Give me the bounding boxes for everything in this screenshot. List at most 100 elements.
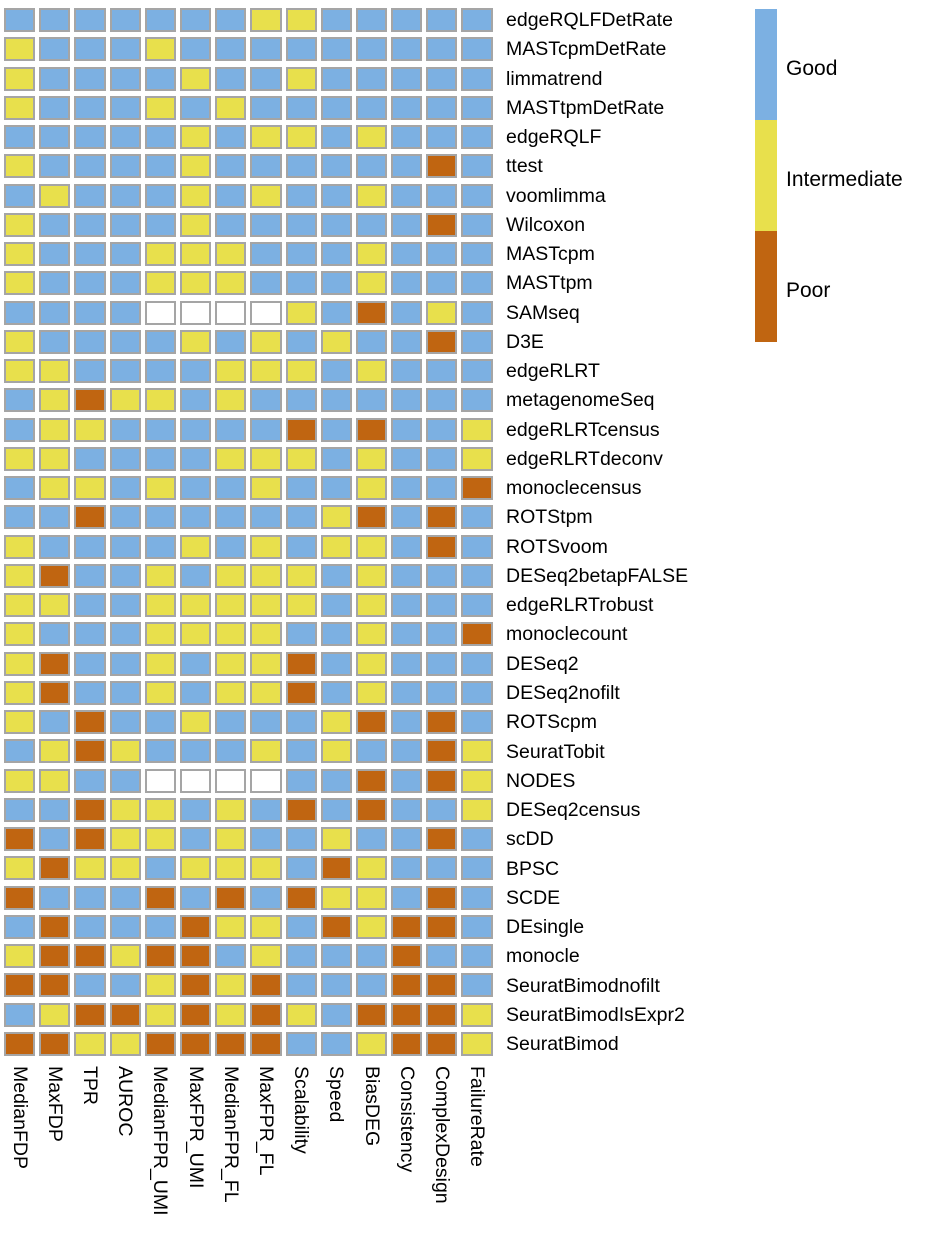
heatmap-cell (109, 651, 141, 676)
heatmap-cell (179, 593, 212, 617)
heatmap-cell (4, 95, 36, 120)
heatmap-cell (250, 768, 282, 793)
heatmap-cell (426, 37, 458, 62)
column-label: Speed (325, 1066, 348, 1123)
heatmap-cell (391, 827, 423, 851)
row-label: monoclecount (506, 623, 628, 646)
heatmap-cell (391, 8, 423, 32)
heatmap-cell (109, 563, 141, 588)
heatmap-cell (144, 388, 176, 413)
heatmap-cell (285, 329, 317, 354)
row-label: SeuratBimodIsExpr2 (506, 1003, 685, 1026)
heatmap-cell (109, 66, 141, 91)
heatmap-cell (179, 739, 212, 764)
heatmap-cell (461, 417, 493, 442)
heatmap-cell (179, 125, 212, 149)
heatmap-cell (4, 388, 36, 413)
heatmap-cell (179, 534, 212, 559)
heatmap-cell (285, 622, 317, 647)
heatmap-cell (215, 856, 247, 881)
heatmap-cell (426, 534, 458, 559)
heatmap-cell (109, 125, 141, 149)
heatmap-cell (391, 183, 423, 208)
heatmap-cell (355, 125, 388, 149)
heatmap-cell (285, 1031, 317, 1056)
row-label: DESeq2 (506, 652, 579, 675)
heatmap-cell (215, 563, 247, 588)
heatmap-cell (144, 505, 176, 530)
heatmap-cell (461, 944, 493, 968)
heatmap-cell (250, 125, 282, 149)
heatmap-cell (39, 914, 71, 939)
heatmap-cell (426, 242, 458, 266)
heatmap-cell (215, 300, 247, 325)
row-label: SAMseq (506, 301, 580, 324)
heatmap-cell (39, 8, 71, 32)
heatmap-cell (285, 183, 317, 208)
heatmap-cell (355, 8, 388, 32)
heatmap-cell (461, 66, 493, 91)
heatmap-cell (285, 710, 317, 734)
heatmap-cell (215, 680, 247, 705)
heatmap-cell (4, 885, 36, 910)
heatmap-cell (320, 534, 352, 559)
row-label: NODES (506, 769, 576, 792)
heatmap-cell (250, 593, 282, 617)
heatmap-cell (285, 739, 317, 764)
row-label: scDD (506, 828, 554, 851)
legend-label-poor: Poor (786, 279, 831, 302)
heatmap-cell (179, 183, 212, 208)
heatmap-cell (74, 1002, 106, 1027)
heatmap-cell (4, 856, 36, 881)
heatmap-cell (320, 476, 352, 500)
heatmap-cell (39, 856, 71, 881)
heatmap-cell (215, 739, 247, 764)
heatmap-cell (461, 856, 493, 881)
heatmap-cell (426, 680, 458, 705)
heatmap-cell (391, 710, 423, 734)
heatmap-cell (355, 154, 388, 179)
heatmap-cell (74, 739, 106, 764)
heatmap-cell (426, 329, 458, 354)
heatmap-cell (461, 476, 493, 500)
heatmap-cell (144, 446, 176, 471)
heatmap-cell (74, 271, 106, 296)
heatmap-cell (320, 768, 352, 793)
heatmap-cell (426, 651, 458, 676)
heatmap-cell (4, 680, 36, 705)
row-label: SeuratBimod (506, 1033, 619, 1056)
heatmap-cell (355, 563, 388, 588)
heatmap-cell (179, 271, 212, 296)
heatmap-cell (39, 885, 71, 910)
heatmap-cell (355, 1031, 388, 1056)
heatmap-cell (39, 563, 71, 588)
heatmap-cell (461, 329, 493, 354)
heatmap-cell (74, 125, 106, 149)
heatmap-cell (4, 505, 36, 530)
heatmap-cell (74, 359, 106, 383)
heatmap-cell (355, 534, 388, 559)
heatmap-cell (74, 154, 106, 179)
heatmap-cell (74, 8, 106, 32)
heatmap-cell (144, 797, 176, 822)
heatmap-cell (391, 271, 423, 296)
row-label: ttest (506, 155, 543, 178)
column-label: Consistency (395, 1066, 418, 1173)
heatmap-cell (320, 593, 352, 617)
heatmap-cell (215, 183, 247, 208)
heatmap-cell (4, 300, 36, 325)
heatmap-cell (391, 622, 423, 647)
row-label: Wilcoxon (506, 213, 586, 236)
heatmap-cell (74, 797, 106, 822)
heatmap-cell (391, 37, 423, 62)
heatmap-cell (144, 827, 176, 851)
heatmap-cell (320, 95, 352, 120)
column-label: ComplexDesign (431, 1066, 453, 1204)
heatmap-cell (74, 593, 106, 617)
heatmap-cell (144, 417, 176, 442)
row-label: DESeq2betapFALSE (506, 564, 689, 587)
heatmap-cell (215, 417, 247, 442)
heatmap-cell (426, 710, 458, 734)
heatmap-cell (355, 212, 388, 237)
